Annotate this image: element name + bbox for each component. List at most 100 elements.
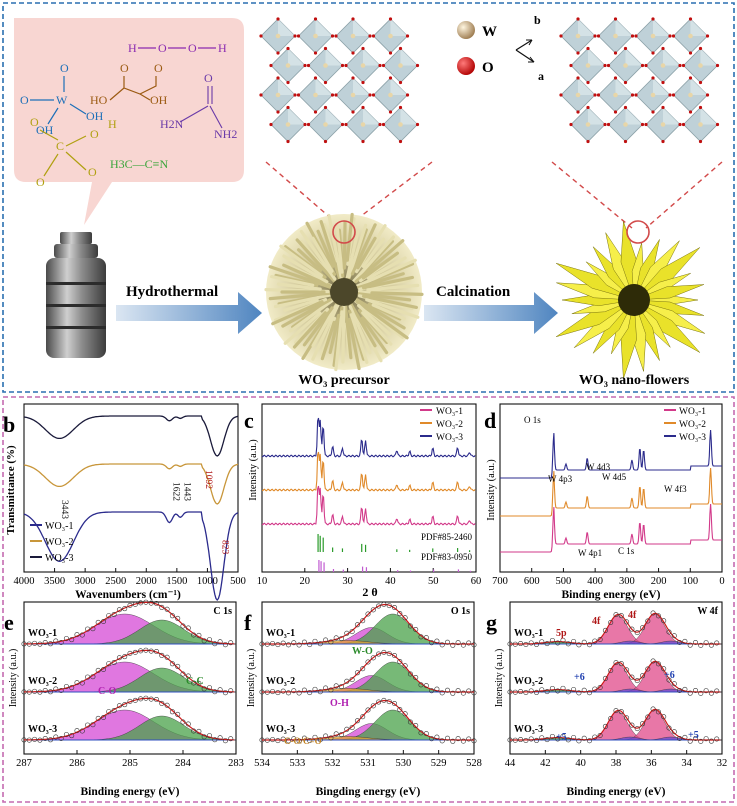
- raw-data-point: [95, 715, 101, 721]
- octahedron-face: [390, 78, 408, 95]
- raw-data-point: [571, 638, 577, 644]
- oxygen-atom: [634, 34, 638, 38]
- raw-data-point: [618, 661, 624, 667]
- x-tick-label: 2500: [105, 576, 126, 587]
- raw-data-point: [560, 733, 566, 739]
- svg-text:OH: OH: [36, 123, 54, 137]
- raw-data-point: [360, 714, 366, 720]
- raw-data-point: [122, 606, 128, 612]
- survey-spectrum: [500, 467, 722, 517]
- raw-data-point: [466, 688, 472, 694]
- raw-data-point: [655, 709, 661, 715]
- raw-data-point: [164, 702, 170, 708]
- raw-data-point: [460, 738, 466, 744]
- h2o2-molecule: H O O H: [128, 41, 227, 55]
- tungsten-atom: [623, 122, 628, 127]
- survey-peak-label: W 4d5: [602, 472, 627, 482]
- raw-data-point: [608, 668, 614, 674]
- oxygen-atom: [296, 93, 301, 97]
- svg-text:H: H: [218, 41, 227, 55]
- svg-text:O: O: [90, 127, 99, 141]
- precursor-rod: [361, 237, 386, 268]
- raw-data-point: [560, 685, 566, 691]
- raw-data-point: [101, 666, 107, 672]
- raw-data-point: [624, 715, 630, 721]
- raw-data-point: [444, 735, 450, 741]
- raw-data-point: [285, 642, 291, 648]
- precursor-rod: [282, 254, 329, 284]
- raw-data-point: [201, 638, 207, 644]
- svg-text:a: a: [538, 69, 544, 83]
- raw-data-point: [586, 738, 592, 744]
- panel-c-xrd: 10 20 30 40 50 60 c Intensity (a.u.) 2 θ PDF#85-2…: [244, 403, 481, 599]
- raw-data-point: [365, 611, 371, 617]
- raw-data-point: [439, 690, 445, 696]
- raw-data-point: [37, 737, 43, 743]
- raw-data-point: [397, 659, 403, 665]
- x-tick-label: 530: [395, 758, 411, 769]
- raw-data-point: [207, 733, 213, 739]
- raw-data-point: [639, 625, 645, 631]
- ftir-curve: [23, 511, 239, 601]
- raw-data-point: [708, 690, 714, 696]
- tungsten-atom: [313, 92, 318, 98]
- raw-data-point: [576, 690, 582, 696]
- raw-data-point: [291, 688, 297, 694]
- raw-data-point: [703, 640, 709, 646]
- precursor-rod: [302, 306, 334, 347]
- raw-data-point: [349, 629, 355, 635]
- oxygen-atom: [630, 34, 635, 38]
- octahedron-face: [663, 48, 680, 66]
- precursor-rod: [349, 294, 406, 330]
- raw-data-point: [650, 610, 656, 616]
- raw-data-point: [79, 728, 85, 734]
- legend-label: WO₃-3: [679, 433, 706, 443]
- raw-data-point: [317, 737, 323, 743]
- oxygen-atom: [623, 105, 628, 110]
- raw-data-point: [533, 641, 539, 647]
- raw-data-point: [381, 649, 387, 655]
- raw-data-point: [629, 626, 635, 632]
- raw-data-point: [259, 689, 265, 695]
- raw-data-point: [666, 677, 672, 683]
- octahedron-face: [315, 19, 333, 36]
- raw-data-point: [450, 738, 456, 744]
- raw-data-point: [677, 639, 683, 645]
- panel-g-ylabel: Intensity (a.u.): [494, 649, 505, 708]
- row-label: WO₃-1: [266, 628, 295, 639]
- panel-g-letter: g: [486, 610, 497, 635]
- oxygen-atom: [398, 46, 403, 51]
- oxygen-atom: [698, 105, 703, 110]
- oxygen-atom: [668, 34, 672, 38]
- raw-data-point: [63, 636, 69, 642]
- raw-data-point: [539, 735, 545, 741]
- svg-text:H: H: [128, 41, 137, 55]
- raw-data-point: [460, 690, 466, 696]
- oxygen-atom: [323, 105, 328, 110]
- oxygen-atom: [340, 63, 345, 68]
- raw-data-point: [85, 722, 91, 728]
- oxygen-atom: [613, 110, 618, 114]
- raw-data-point: [655, 661, 661, 667]
- raw-data-point: [376, 651, 382, 657]
- raw-data-point: [270, 689, 276, 695]
- raw-data-point: [466, 736, 472, 742]
- x-tick-label: 50: [428, 576, 439, 587]
- oxygen-atom: [293, 34, 297, 38]
- raw-data-point: [571, 734, 577, 740]
- raw-data-point: [608, 716, 614, 722]
- tungsten-atom: [585, 122, 591, 127]
- precursor-rod: [276, 282, 322, 291]
- raw-data-point: [555, 736, 561, 742]
- raw-data-point: [185, 625, 191, 631]
- raw-data-point: [429, 688, 435, 694]
- raw-data-point: [159, 652, 165, 658]
- tungsten-atom: [575, 33, 581, 39]
- oxygen-atom: [388, 51, 393, 55]
- raw-data-point: [344, 678, 350, 684]
- raw-data-point: [528, 640, 534, 646]
- oxygen-atom: [286, 46, 290, 51]
- precursor-label: WO₃ precursor: [298, 373, 389, 388]
- tungstic-molecule: O O W OH OH: [20, 61, 104, 137]
- oxygen-atom: [661, 80, 665, 85]
